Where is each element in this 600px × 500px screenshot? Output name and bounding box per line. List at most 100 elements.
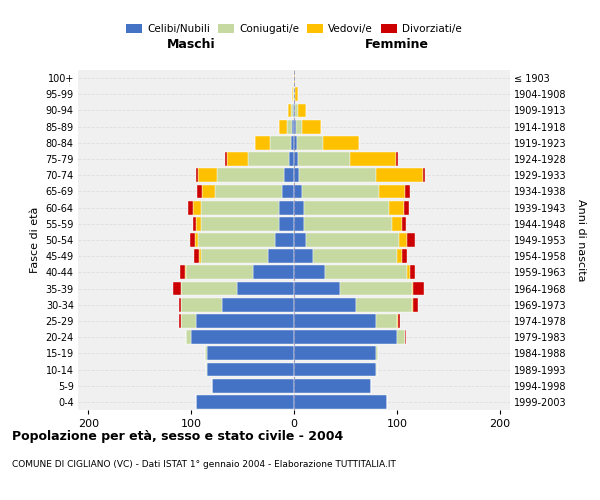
Text: Femmine: Femmine xyxy=(365,38,429,51)
Bar xyxy=(225,152,227,166)
Bar xyxy=(294,120,296,134)
Bar xyxy=(181,298,222,312)
Bar xyxy=(298,104,307,118)
Bar xyxy=(294,233,307,247)
Bar xyxy=(179,298,181,312)
Bar xyxy=(294,298,356,312)
Bar xyxy=(376,168,422,182)
Legend: Celibi/Nubili, Coniugati/e, Vedovi/e, Divorziati/e: Celibi/Nubili, Coniugati/e, Vedovi/e, Di… xyxy=(123,21,465,38)
Bar xyxy=(196,217,202,230)
Bar xyxy=(205,346,206,360)
Bar xyxy=(340,282,412,296)
Bar xyxy=(299,168,376,182)
Bar xyxy=(396,152,398,166)
Bar xyxy=(325,266,407,280)
Bar xyxy=(294,184,302,198)
Bar xyxy=(294,136,297,149)
Bar xyxy=(193,217,196,230)
Bar xyxy=(196,168,199,182)
Bar xyxy=(293,88,294,101)
Bar xyxy=(278,200,294,214)
Bar xyxy=(397,250,402,263)
Text: Popolazione per età, sesso e stato civile - 2004: Popolazione per età, sesso e stato civil… xyxy=(12,430,343,443)
Bar xyxy=(413,298,418,312)
Bar xyxy=(202,250,268,263)
Bar xyxy=(181,282,238,296)
Bar xyxy=(294,217,304,230)
Bar xyxy=(278,217,294,230)
Y-axis label: Fasce di età: Fasce di età xyxy=(30,207,40,273)
Bar xyxy=(287,120,292,134)
Bar xyxy=(294,314,376,328)
Bar xyxy=(376,362,377,376)
Bar xyxy=(294,266,325,280)
Bar xyxy=(413,282,424,296)
Bar xyxy=(294,362,376,376)
Bar xyxy=(304,217,392,230)
Bar xyxy=(294,104,295,118)
Bar xyxy=(217,168,284,182)
Bar xyxy=(268,250,294,263)
Bar xyxy=(284,168,294,182)
Bar xyxy=(238,282,294,296)
Bar xyxy=(407,266,410,280)
Bar xyxy=(199,168,217,182)
Bar xyxy=(202,200,278,214)
Bar xyxy=(190,233,195,247)
Bar xyxy=(185,266,186,280)
Bar xyxy=(376,346,379,360)
Bar xyxy=(304,200,389,214)
Bar xyxy=(202,184,215,198)
Bar xyxy=(422,168,425,182)
Bar xyxy=(253,266,294,280)
Bar xyxy=(313,250,397,263)
Bar xyxy=(302,120,321,134)
Bar xyxy=(186,330,191,344)
Bar xyxy=(295,104,298,118)
Bar xyxy=(405,184,410,198)
Bar xyxy=(402,250,407,263)
Bar xyxy=(199,250,202,263)
Bar xyxy=(397,330,405,344)
Bar xyxy=(296,120,302,134)
Bar xyxy=(196,395,294,409)
Bar xyxy=(294,88,295,101)
Bar xyxy=(202,217,278,230)
Bar xyxy=(206,362,294,376)
Text: Maschi: Maschi xyxy=(167,38,215,51)
Bar xyxy=(278,120,287,134)
Bar xyxy=(412,282,413,296)
Bar xyxy=(404,200,409,214)
Bar xyxy=(191,330,294,344)
Bar xyxy=(350,152,396,166)
Bar xyxy=(195,233,199,247)
Bar xyxy=(179,314,181,328)
Bar xyxy=(271,136,291,149)
Bar xyxy=(294,282,340,296)
Bar xyxy=(399,233,407,247)
Bar xyxy=(215,184,281,198)
Bar xyxy=(356,298,412,312)
Bar xyxy=(392,217,402,230)
Bar xyxy=(295,88,298,101)
Y-axis label: Anni di nascita: Anni di nascita xyxy=(577,198,586,281)
Bar xyxy=(412,298,413,312)
Bar xyxy=(376,314,397,328)
Bar xyxy=(294,200,304,214)
Bar xyxy=(275,233,294,247)
Bar xyxy=(323,136,359,149)
Bar xyxy=(197,184,202,198)
Bar xyxy=(294,152,298,166)
Bar xyxy=(405,330,406,344)
Bar xyxy=(398,314,400,328)
Bar xyxy=(294,330,397,344)
Bar xyxy=(294,379,371,392)
Bar xyxy=(298,152,350,166)
Bar xyxy=(410,266,415,280)
Bar xyxy=(248,152,289,166)
Bar xyxy=(281,184,294,198)
Bar xyxy=(293,104,294,118)
Bar xyxy=(291,104,293,118)
Bar xyxy=(307,233,399,247)
Bar xyxy=(188,200,193,214)
